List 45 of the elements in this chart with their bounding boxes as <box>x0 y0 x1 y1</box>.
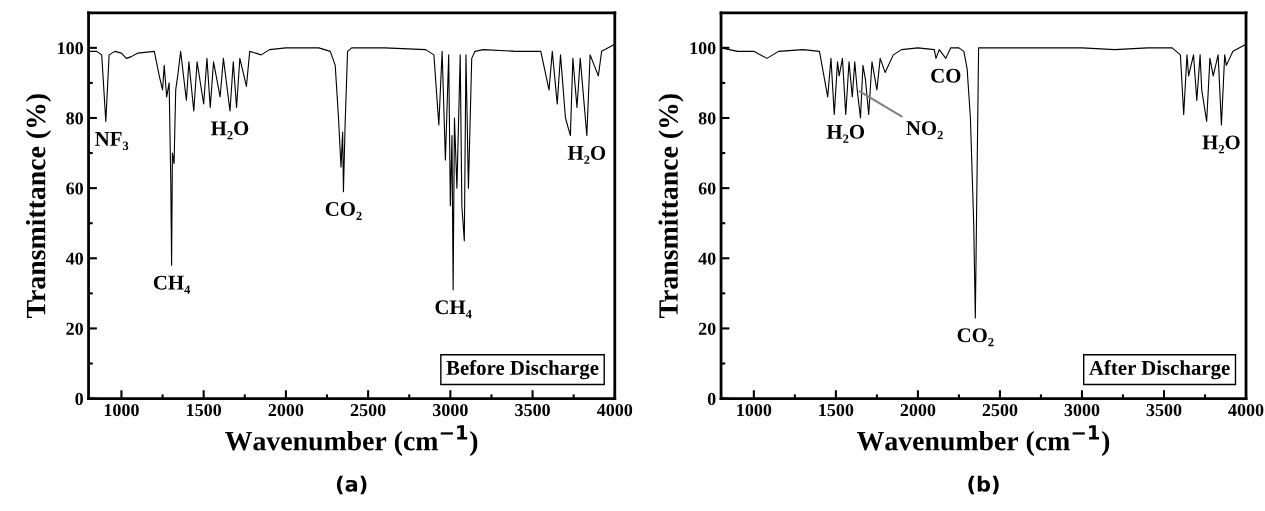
y-tick-label: 100 <box>58 42 83 55</box>
x-tick-label: 3500 <box>515 403 550 417</box>
text: (a) <box>336 475 367 495</box>
x-tick-label: 1000 <box>737 403 772 417</box>
x-tick-label: 3500 <box>1146 403 1182 417</box>
annotation: H₂O <box>826 124 865 143</box>
annotation: CO₂ <box>325 202 362 220</box>
annotation: CH₄ <box>153 275 191 294</box>
x-tick-label: 2000 <box>268 403 304 417</box>
x-tick-label: 4000 <box>1228 403 1264 417</box>
x-tick-label: 1500 <box>819 403 854 417</box>
x-tick-label: 1000 <box>104 403 139 417</box>
y-tick-label: 20 <box>698 322 716 335</box>
annotation: CO <box>931 68 961 83</box>
annotation: CO₂ <box>957 328 994 347</box>
y-tick-label: 0 <box>75 392 83 406</box>
annotation: CH₄ <box>435 300 472 319</box>
annotation: H₂O <box>567 145 606 164</box>
x-tick-label: 3000 <box>432 403 468 417</box>
y-tick-label: 80 <box>698 112 716 125</box>
x-axis-title: Wavenumber (cm$^{−1}$) <box>856 425 1110 457</box>
y-tick-label: 80 <box>66 112 83 125</box>
y-tick-label: 0 <box>707 392 716 406</box>
x-tick-label: 4000 <box>596 403 633 417</box>
annotation: NF₃ <box>95 132 129 150</box>
x-tick-label: 2500 <box>350 403 386 417</box>
annotation: H₂O <box>1202 135 1240 154</box>
y-axis-title: Transmittance (%) <box>658 94 684 319</box>
annotation: Before Discharge <box>446 360 599 380</box>
x-tick-label: 1500 <box>187 403 222 417</box>
y-tick-label: 60 <box>698 182 716 195</box>
y-tick-label: 100 <box>690 42 716 55</box>
annotation: NO₂ <box>906 121 943 140</box>
text: (b) <box>968 475 999 495</box>
y-tick-label: 60 <box>66 182 83 195</box>
annotation: After Discharge <box>1089 360 1230 380</box>
x-tick-label: 3000 <box>1064 403 1100 417</box>
y-tick-label: 20 <box>66 322 83 335</box>
x-axis-title: Wavenumber (cm$^{−1}$) <box>225 425 478 457</box>
annotation: H₂O <box>211 121 249 140</box>
y-tick-label: 40 <box>65 252 83 265</box>
x-tick-label: 2500 <box>982 403 1018 417</box>
y-axis-title: Transmittance (%) <box>25 94 52 319</box>
y-tick-label: 40 <box>698 252 716 265</box>
x-tick-label: 2000 <box>900 403 936 417</box>
